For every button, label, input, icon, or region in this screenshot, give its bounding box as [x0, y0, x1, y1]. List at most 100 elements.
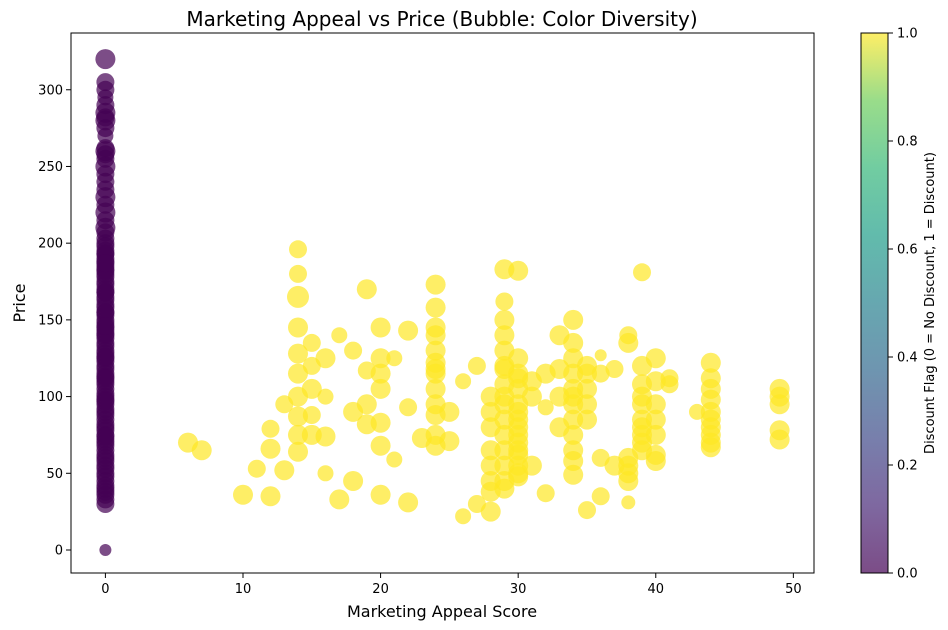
data-point	[633, 263, 651, 282]
data-point	[99, 544, 112, 556]
colorbar-tick-label: 0.0	[897, 567, 918, 582]
data-point	[398, 320, 419, 341]
data-point	[386, 350, 403, 367]
x-tick-label: 10	[235, 582, 252, 597]
data-point	[619, 326, 638, 345]
data-point	[247, 459, 266, 478]
data-point	[577, 378, 597, 399]
x-tick-label: 20	[372, 582, 389, 597]
data-point	[370, 484, 391, 505]
colorbar-tick-label: 0.6	[897, 243, 918, 258]
data-point	[425, 352, 446, 373]
data-point	[495, 292, 514, 311]
data-point	[96, 254, 115, 273]
colorbar-tick-label: 0.2	[897, 459, 918, 474]
data-point	[594, 349, 607, 362]
y-tick-label: 50	[46, 467, 63, 482]
data-point	[660, 375, 679, 394]
data-point	[605, 360, 624, 378]
y-tick-label: 100	[38, 390, 63, 405]
data-point	[425, 274, 446, 295]
x-axis-label: Marketing Appeal Score	[347, 602, 537, 621]
data-point	[233, 484, 253, 505]
points-layer	[95, 49, 790, 556]
colorbar-label: Discount Flag (0 = No Discount, 1 = Disc…	[923, 152, 938, 454]
data-point	[480, 455, 501, 476]
data-point	[467, 356, 486, 375]
data-point	[494, 325, 515, 346]
data-point	[425, 297, 446, 318]
data-point	[370, 317, 391, 338]
data-point	[536, 484, 555, 503]
data-point	[563, 424, 584, 445]
data-point	[577, 409, 597, 430]
data-point	[344, 341, 363, 360]
data-point	[261, 419, 280, 438]
data-point	[508, 348, 529, 369]
y-tick-label: 150	[38, 313, 63, 328]
y-tick-label: 0	[55, 543, 63, 558]
data-point	[343, 471, 364, 491]
data-point	[537, 399, 554, 416]
colorbar-tick-label: 0.8	[897, 135, 918, 150]
data-point	[521, 386, 542, 407]
data-point	[288, 343, 308, 364]
data-point	[95, 49, 116, 70]
data-point	[577, 394, 597, 415]
data-point	[455, 373, 472, 390]
data-point	[301, 378, 322, 399]
x-tick-label: 40	[647, 582, 664, 597]
data-point	[439, 401, 460, 422]
data-point	[425, 378, 446, 399]
data-point	[96, 73, 115, 92]
data-point	[96, 392, 115, 411]
data-point	[315, 426, 336, 447]
data-point	[317, 388, 334, 405]
data-point	[480, 440, 501, 461]
x-tick-label: 50	[785, 582, 802, 597]
data-point	[302, 333, 321, 352]
data-point	[288, 424, 308, 445]
data-point	[591, 487, 610, 506]
data-point	[274, 460, 295, 481]
data-point	[508, 444, 529, 465]
data-point	[494, 309, 515, 330]
plot-area-frame	[70, 32, 815, 574]
data-point	[370, 348, 391, 369]
data-point	[632, 394, 652, 415]
data-point	[96, 139, 115, 158]
data-point	[289, 264, 307, 283]
data-point	[370, 412, 391, 433]
x-tick-label: 30	[510, 582, 527, 597]
data-point	[494, 478, 515, 499]
data-point	[563, 332, 584, 353]
data-point	[386, 451, 403, 468]
data-point	[689, 403, 705, 420]
data-point	[645, 424, 666, 445]
data-point	[563, 409, 584, 430]
data-point	[591, 364, 610, 383]
data-point	[425, 325, 446, 346]
data-point	[370, 435, 391, 456]
chart-title: Marketing Appeal vs Price (Bubble: Color…	[186, 7, 697, 31]
colorbar-tick-label: 1.0	[897, 27, 918, 42]
data-point	[329, 489, 350, 510]
data-point	[700, 352, 721, 373]
data-point	[563, 451, 584, 471]
data-point	[645, 348, 666, 369]
data-point	[621, 495, 636, 510]
data-point	[578, 501, 596, 520]
data-point	[288, 441, 308, 462]
x-tick-label: 0	[101, 582, 109, 597]
data-point	[317, 465, 334, 482]
data-point	[439, 431, 460, 452]
data-point	[618, 471, 639, 491]
data-point	[356, 394, 377, 415]
data-point	[287, 285, 309, 308]
data-point	[289, 240, 307, 259]
colorbar-ticks: 0.0 0.2 0.4 0.6 0.8 1.0	[888, 27, 918, 582]
data-point	[645, 394, 666, 415]
data-point	[260, 486, 281, 507]
data-point	[96, 427, 115, 446]
